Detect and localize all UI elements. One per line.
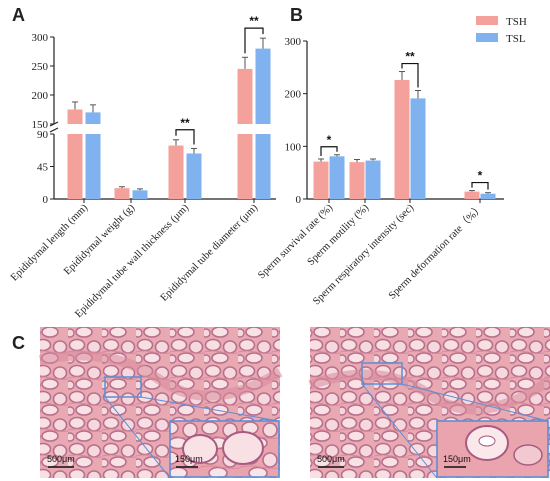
significance-bracket	[471, 181, 489, 190]
bar-tsl	[329, 156, 345, 199]
scale-label-inset: 150μm	[175, 454, 203, 464]
legend: TSH TSL	[476, 16, 527, 45]
micrograph-tsh: 500μm 150μm	[38, 327, 283, 479]
bar-tsh	[464, 191, 480, 199]
y-tick-label: 90	[37, 129, 49, 141]
bar-tsl	[85, 134, 101, 199]
panel-label-b: B	[290, 5, 303, 25]
panel-label-c: C	[12, 333, 25, 353]
bar-tsh	[67, 109, 83, 124]
legend-label-tsh: TSH	[506, 16, 527, 28]
panel-label-a: A	[12, 5, 25, 25]
significance-bracket	[244, 27, 264, 54]
zoom-source-box	[104, 376, 142, 398]
y-tick-label: 200	[32, 90, 49, 102]
bar-tsl	[410, 98, 426, 199]
bar-tsh	[67, 134, 83, 199]
bar-tsl	[255, 134, 271, 199]
x-category-label: Epididymal tube wall thickness (μm)	[73, 202, 191, 320]
bar-tsh	[349, 162, 365, 199]
interstitial-band	[38, 350, 283, 401]
legend-swatch-tsl	[476, 33, 498, 42]
scale-label-main: 500μm	[47, 454, 75, 464]
zoom-line-right	[401, 383, 549, 422]
bar-tsh	[114, 188, 130, 199]
legend-label-tsl: TSL	[506, 33, 526, 45]
bar-tsl	[255, 48, 271, 124]
y-tick-label: 45	[37, 162, 49, 174]
significance-bracket-label: *	[327, 133, 332, 147]
bar-tsl	[186, 153, 202, 199]
bar-tsh	[313, 161, 329, 199]
significance-bracket-label: **	[405, 50, 415, 64]
bar-tsl	[132, 190, 148, 199]
x-category-label: Epididymal length (mm)	[9, 202, 91, 284]
interstitial-band	[308, 369, 550, 415]
significance-bracket	[401, 62, 419, 88]
y-tick-label: 0	[296, 194, 302, 206]
y-tick-label: 250	[32, 61, 49, 73]
inset-tubule	[182, 434, 218, 464]
significance-bracket	[175, 129, 195, 145]
zoom-line-left	[104, 396, 171, 479]
significance-bracket-label: *	[478, 169, 483, 183]
y-tick-label: 100	[285, 141, 302, 153]
y-tick-label: 300	[32, 32, 49, 44]
scale-label-inset: 150μm	[443, 454, 471, 464]
significance-bracket	[320, 146, 338, 156]
y-tick-label: 200	[285, 89, 302, 101]
bar-tsh	[237, 134, 253, 199]
legend-swatch-tsh	[476, 16, 498, 25]
zoom-source-box	[361, 362, 403, 385]
axis-break-mark	[49, 127, 59, 133]
bar-tsh	[237, 68, 253, 124]
bar-tsl	[480, 193, 496, 199]
bar-tsl	[85, 112, 101, 124]
y-tick-label: 0	[43, 194, 49, 206]
y-tick-label: 300	[285, 36, 302, 48]
bar-tsh	[394, 79, 410, 199]
zoom-line-left	[361, 383, 438, 479]
significance-bracket-label: **	[249, 14, 259, 28]
inset-tubule	[222, 431, 264, 465]
significance-bracket-label: **	[180, 116, 190, 130]
bar-tsh	[168, 145, 184, 199]
scale-label-main: 500μm	[317, 454, 345, 464]
inset-tubule	[513, 444, 543, 466]
bar-tsl	[365, 160, 381, 199]
inset-lumen	[478, 435, 496, 447]
y-tick-label: 150	[32, 119, 49, 131]
zoom-line-right	[140, 396, 280, 422]
micrograph-tsl: 500μm 150μm	[308, 327, 550, 479]
